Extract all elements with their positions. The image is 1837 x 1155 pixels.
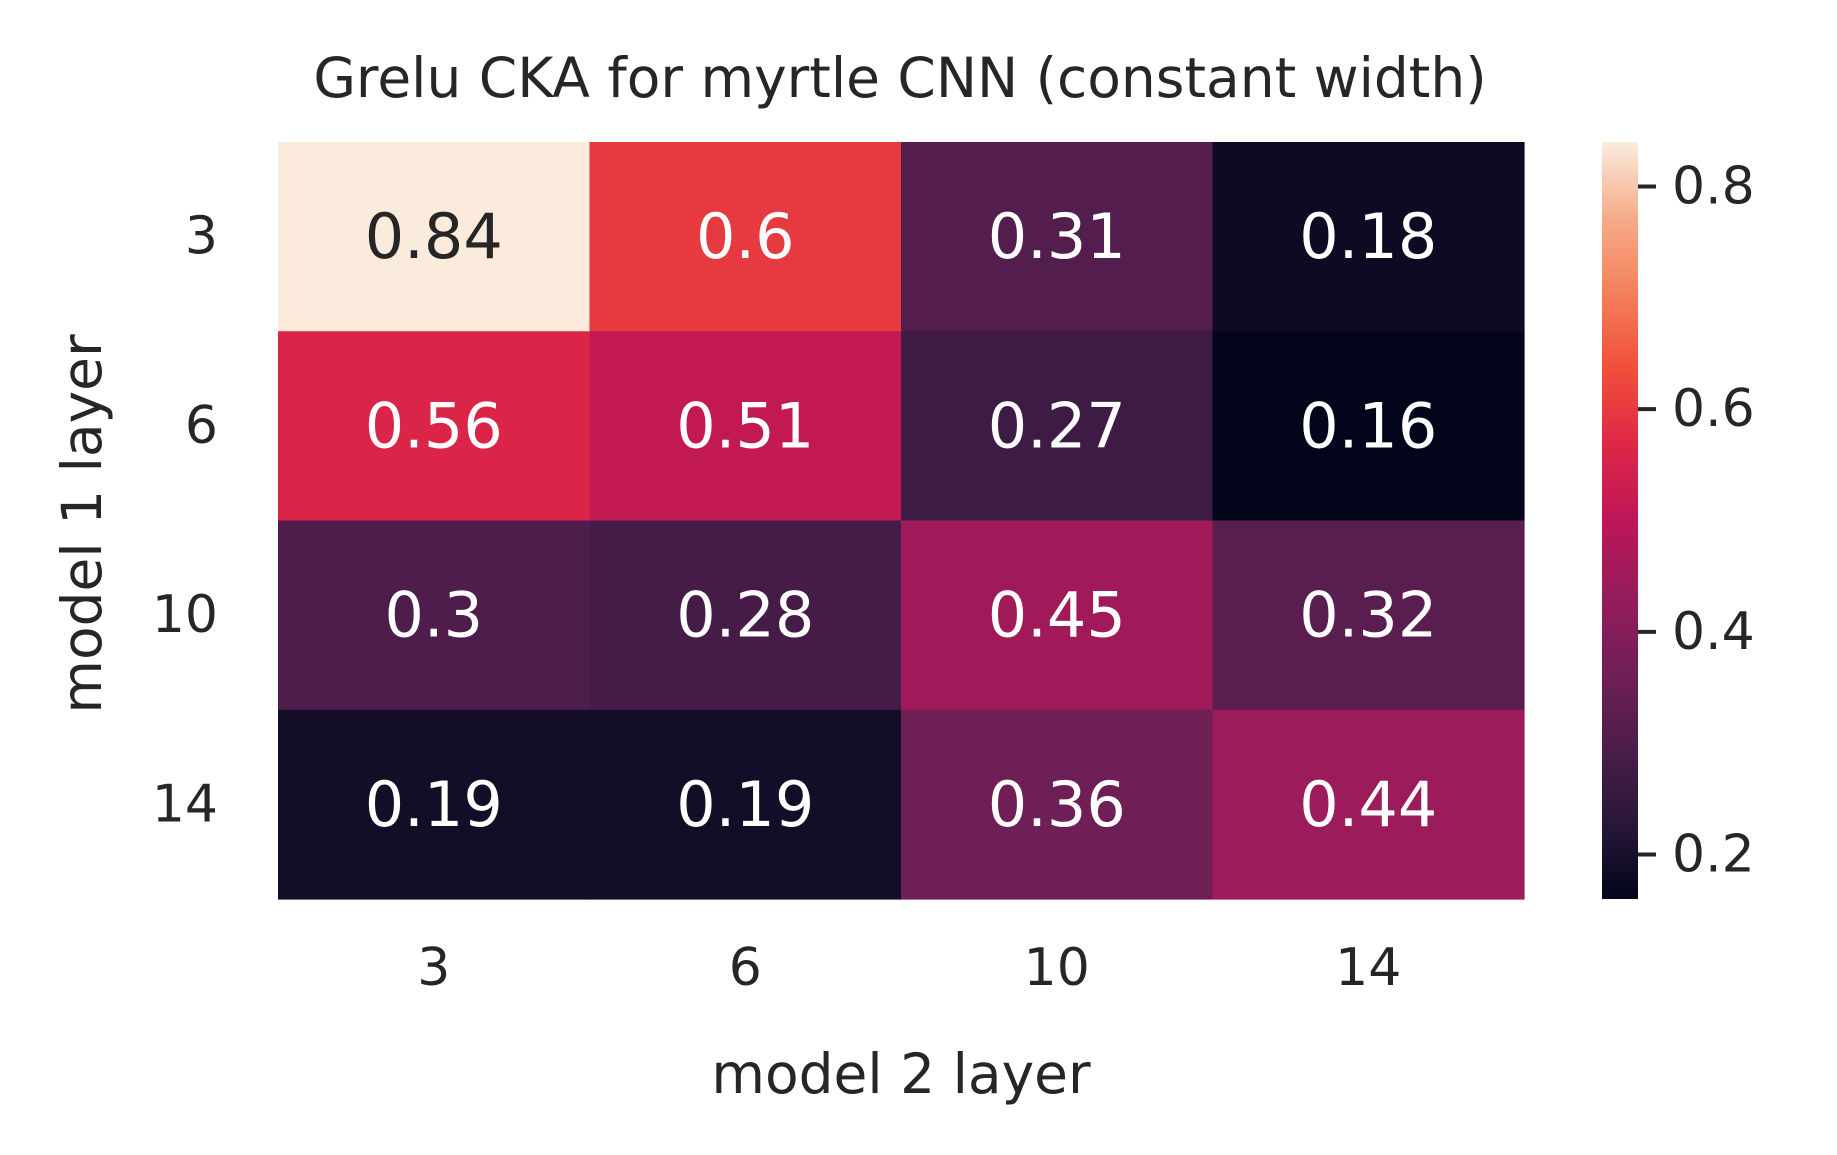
cell-value-label: 0.84 [365,200,503,273]
cell-value-label: 0.44 [1299,768,1437,841]
cell-value-label: 0.51 [676,389,814,462]
colorbar-tick-label: 0.8 [1672,157,1755,217]
cell-value-label: 0.45 [988,579,1126,652]
y-tick-label: 14 [152,774,218,834]
heatmap-cell [1212,709,1525,900]
cell-value-label: 0.18 [1299,200,1437,273]
y-tick-label: 6 [185,396,218,456]
heatmap-cell [589,709,902,900]
colorbar-tick-label: 0.6 [1672,379,1755,439]
cell-value-label: 0.36 [988,768,1126,841]
cell-value-label: 0.32 [1299,579,1437,652]
heatmap-cell [901,331,1214,522]
cell-value-label: 0.19 [676,768,814,841]
x-tick-label: 6 [729,938,762,998]
heatmap-cell [901,709,1214,900]
x-tick-label: 3 [417,938,450,998]
cell-value-label: 0.31 [988,200,1126,273]
heatmap-cell [589,142,902,332]
y-axis-ticks: 3 6 10 14 [152,207,218,835]
cell-value-label: 0.56 [365,389,503,462]
heatmap-cell [589,520,902,711]
cell-value-label: 0.27 [988,389,1126,462]
heatmap-cells: 0.84 0.6 0.31 0.18 0.56 0.51 0.27 0.16 0.3 0.28 0.… [278,142,1525,900]
colorbar-tick-label: 0.4 [1672,602,1755,662]
cell-value-label: 0.28 [676,579,814,652]
x-tick-label: 14 [1335,938,1401,998]
heatmap-cell [901,520,1214,711]
heatmap-cell [278,331,591,522]
colorbar [1602,142,1638,899]
cell-value-label: 0.6 [696,200,795,273]
heatmap-cell [278,520,591,711]
x-axis-label: model 2 layer [711,1042,1091,1106]
heatmap-cell [278,142,591,332]
colorbar-ticks: 0.2 0.4 0.6 0.8 [1638,157,1755,884]
heatmap-cell [901,142,1214,332]
heatmap-cell [1212,142,1525,332]
chart-title: Grelu CKA for myrtle CNN (constant width… [313,46,1486,110]
cell-value-label: 0.19 [365,768,503,841]
colorbar-tick-label: 0.2 [1672,824,1755,884]
heatmap-cell [278,709,591,900]
heatmap-cell [1212,520,1525,711]
heatmap-cell [589,331,902,522]
y-tick-label: 10 [152,585,218,645]
cell-value-label: 0.3 [384,579,483,652]
x-axis-ticks: 3 6 10 14 [417,938,1401,998]
y-axis-label: model 1 layer [50,334,114,714]
y-tick-label: 3 [185,207,218,267]
heatmap-cell [1212,331,1525,522]
cell-value-label: 0.16 [1299,389,1437,462]
x-tick-label: 10 [1024,938,1090,998]
